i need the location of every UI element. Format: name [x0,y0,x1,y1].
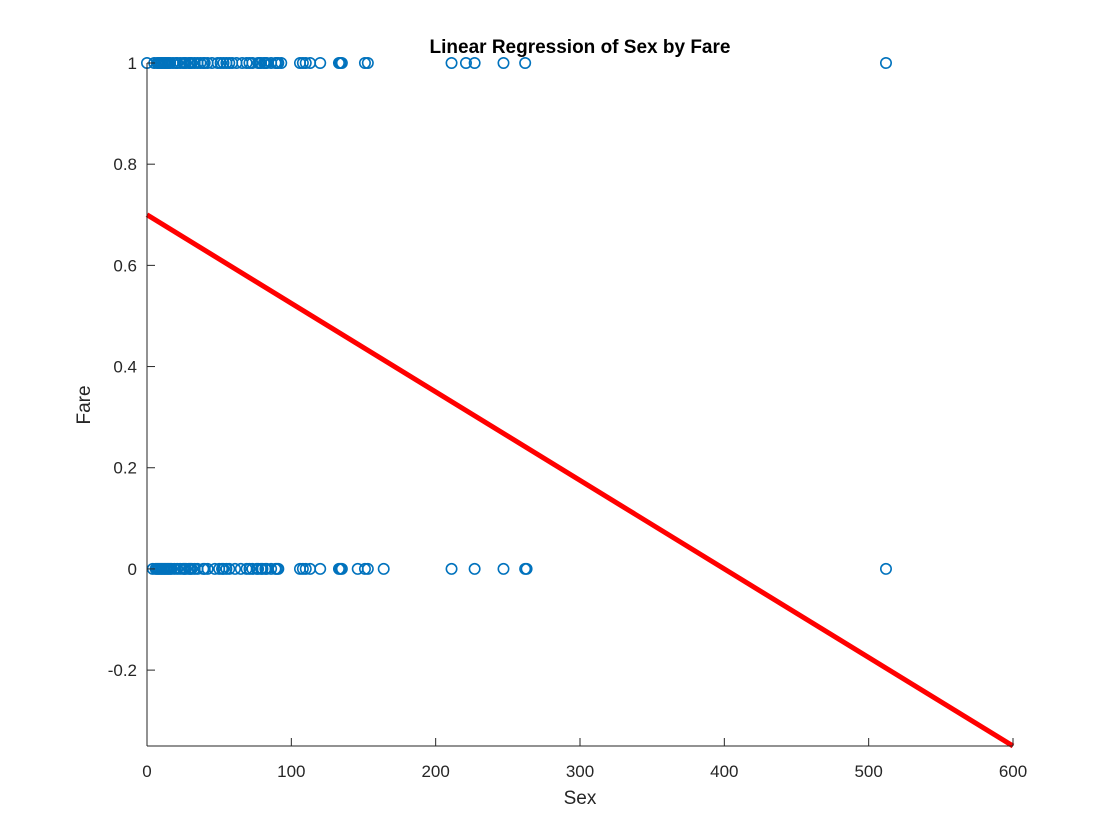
data-point [229,562,242,575]
x-tick-label: 500 [854,762,882,781]
x-tick-label: 300 [566,762,594,781]
data-point [519,56,532,69]
data-point [234,562,247,575]
y-tick-label: 1 [128,54,137,73]
x-axis-label: Sex [564,788,597,809]
x-tick-label: 0 [142,762,151,781]
regression-line [145,212,1015,749]
y-tick-label: 0 [128,560,137,579]
data-point [275,56,288,69]
data-point [879,562,892,575]
data-point [445,562,458,575]
data-point [335,56,348,69]
x-tick-label: 600 [999,762,1027,781]
data-point [314,56,327,69]
data-point [208,562,221,575]
data-point [314,562,327,575]
data-point [879,56,892,69]
y-tick-label: 0.8 [113,155,137,174]
x-tick-label: 100 [277,762,305,781]
data-point [205,56,218,69]
data-point [497,562,510,575]
data-point [459,56,472,69]
y-tick-label: 0.2 [113,459,137,478]
data-point [361,56,374,69]
y-tick-label: 0.6 [113,256,137,275]
y-tick-label: -0.2 [108,661,137,680]
chart-title: Linear Regression of Sex by Fare [430,37,731,58]
data-point [468,56,481,69]
data-point [223,562,236,575]
data-point [299,56,312,69]
data-point [201,562,214,575]
y-ticks: -0.2 0 0.2 0.4 0.6 0.8 1 [108,54,155,680]
plot-background [147,63,1013,746]
x-tick-label: 400 [710,762,738,781]
data-point [361,562,374,575]
data-point [468,562,481,575]
regression-layer [145,212,1015,749]
data-point [520,562,533,575]
x-ticks: 0 100 200 300 400 500 600 [142,738,1027,781]
data-point [377,562,390,575]
y-tick-label: 0.4 [113,358,137,377]
y-axis-label: Fare [74,385,95,424]
data-point [246,56,259,69]
data-point [497,56,510,69]
data-point [299,562,312,575]
data-point [265,562,278,575]
data-point [445,56,458,69]
data-points [141,56,892,575]
data-point [272,562,285,575]
x-tick-label: 200 [421,762,449,781]
data-point [335,562,348,575]
